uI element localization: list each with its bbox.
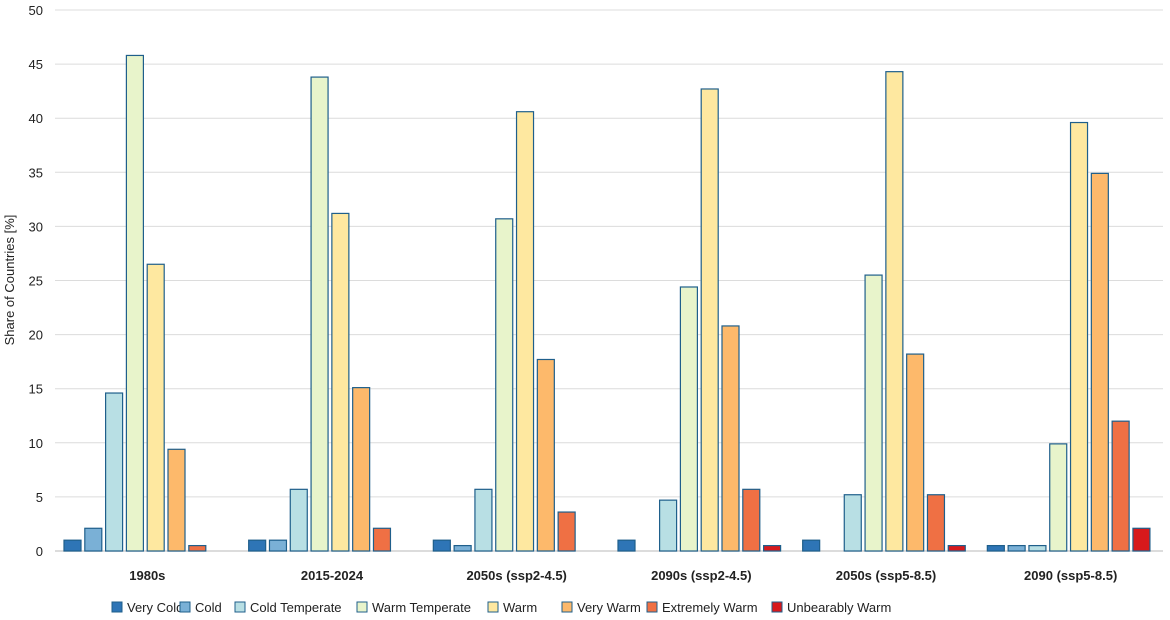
bar-warm-temperate — [125, 54, 145, 552]
bar-cold-temperate — [289, 488, 308, 552]
bar-very-cold — [63, 539, 82, 552]
bar-cold-temperate — [843, 494, 862, 552]
bar-warm — [1069, 121, 1089, 552]
bar-warm-temperate — [864, 274, 883, 552]
legend-label: Cold — [195, 600, 222, 615]
bar-warm-temperate — [679, 286, 699, 552]
legend-swatch — [111, 601, 123, 613]
bar-extremely-warm — [1111, 420, 1130, 552]
legend-item: Cold Temperate — [234, 600, 342, 615]
legend-item: Unbearably Warm — [771, 600, 891, 615]
y-tick-label: 15 — [29, 382, 43, 397]
bar-warm — [515, 111, 535, 552]
bar-very-cold — [617, 539, 636, 552]
y-tick-label: 35 — [29, 165, 43, 180]
bar-very-cold — [248, 539, 267, 552]
y-tick-label: 45 — [29, 57, 43, 72]
x-tick-label: 2050s (ssp5-8.5) — [836, 568, 936, 583]
y-tick-label: 5 — [36, 490, 43, 505]
bar-very-warm — [167, 448, 186, 552]
legend-label: Unbearably Warm — [787, 600, 891, 615]
bar-cold — [268, 539, 288, 552]
bar-very-cold — [986, 544, 1005, 552]
legend-item: Extremely Warm — [646, 600, 758, 615]
bar-cold-temperate — [658, 499, 678, 552]
y-tick-label: 25 — [29, 274, 43, 289]
bar-warm-temperate — [495, 218, 514, 552]
bar-very-cold — [432, 539, 451, 552]
y-tick-label: 0 — [36, 544, 43, 559]
bar-warm — [146, 263, 165, 552]
legend-item: Cold — [179, 600, 222, 615]
bar-very-cold — [802, 539, 821, 552]
x-tick-label: 2050s (ssp2-4.5) — [466, 568, 566, 583]
bar-cold — [453, 544, 472, 552]
gridlines — [55, 9, 1163, 552]
bar-warm-temperate — [1049, 443, 1068, 552]
legend-label: Warm Temperate — [372, 600, 471, 615]
legend-label: Very Cold — [127, 600, 183, 615]
legend-item: Warm Temperate — [356, 600, 471, 615]
bar-very-warm — [906, 353, 925, 552]
bar-cold-temperate — [474, 488, 493, 552]
x-tick-label: 2090s (ssp2-4.5) — [651, 568, 751, 583]
bar-cold — [1007, 544, 1026, 552]
legend-label: Extremely Warm — [662, 600, 758, 615]
y-tick-label: 20 — [29, 328, 43, 343]
y-axis-label: Share of Countries [%] — [2, 215, 17, 346]
legend-item: Very Cold — [111, 600, 183, 615]
legend: Very Cold Cold Cold Temperate Warm Temperat… — [111, 600, 891, 615]
bar-very-warm — [1090, 172, 1109, 552]
bar-very-warm — [536, 358, 555, 552]
bar-very-warm — [721, 325, 740, 552]
legend-item: Very Warm — [561, 600, 641, 615]
bar-warm — [331, 212, 350, 552]
legend-swatch — [561, 601, 573, 613]
bar-warm — [700, 88, 719, 552]
legend-label: Very Warm — [577, 600, 641, 615]
bar-unbearably-warm — [1132, 527, 1151, 552]
legend-swatch — [487, 601, 499, 613]
legend-swatch — [356, 601, 368, 613]
y-tick-label: 40 — [29, 111, 43, 126]
legend-item: Warm — [487, 600, 537, 615]
legend-swatch — [234, 601, 246, 613]
bar-unbearably-warm — [762, 544, 782, 552]
bar-very-warm — [352, 387, 371, 552]
x-tick-label: 2090 (ssp5-8.5) — [1024, 568, 1117, 583]
bar-cold-temperate — [104, 392, 124, 552]
bar-extremely-warm — [557, 511, 576, 552]
legend-label: Warm — [503, 600, 537, 615]
legend-swatch — [646, 601, 658, 613]
y-tick-label: 30 — [29, 219, 43, 234]
x-tick-labels: 1980s 2015-2024 2050s (ssp2-4.5) 2090s (ssp… — [129, 568, 1117, 583]
bar-warm-temperate — [310, 76, 329, 552]
bar-warm — [885, 71, 904, 552]
bar-extremely-warm — [926, 494, 946, 552]
bar-cold — [84, 527, 103, 552]
bar-extremely-warm — [372, 527, 392, 552]
bars — [63, 54, 1151, 552]
bar-extremely-warm — [188, 544, 207, 552]
legend-swatch — [179, 601, 191, 613]
y-tick-label: 10 — [29, 436, 43, 451]
y-tick-label: 50 — [29, 3, 43, 18]
legend-label: Cold Temperate — [250, 600, 342, 615]
bar-extremely-warm — [742, 488, 761, 552]
y-tick-labels: 0 5 10 15 20 25 30 35 40 45 50 — [29, 3, 43, 559]
bar-cold-temperate — [1028, 544, 1047, 552]
legend-swatch — [771, 601, 783, 613]
bar-unbearably-warm — [947, 544, 966, 552]
x-tick-label: 1980s — [129, 568, 165, 583]
x-tick-label: 2015-2024 — [301, 568, 364, 583]
